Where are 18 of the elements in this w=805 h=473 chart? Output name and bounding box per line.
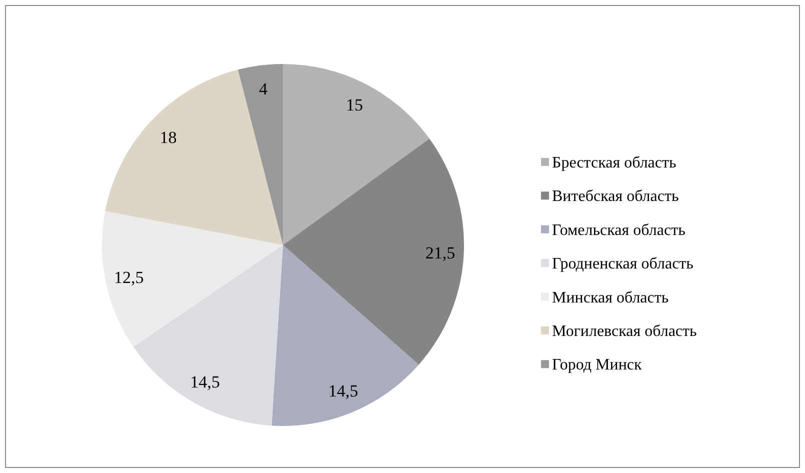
legend-label: Брестская область — [552, 154, 676, 172]
legend-label: Минская область — [552, 289, 669, 306]
data-label: 14,5 — [190, 372, 220, 392]
pie-slice — [283, 138, 464, 365]
legend-label: Гродненская область — [552, 256, 694, 273]
legend-label: Город Минск — [552, 356, 642, 374]
data-label: 12,5 — [114, 268, 144, 287]
data-label: 18 — [160, 128, 177, 148]
pie-slice — [105, 70, 283, 245]
data-label: 21,5 — [425, 243, 456, 262]
data-label: 4 — [259, 80, 268, 99]
data-label: 15 — [346, 96, 363, 115]
legend-label: Могилевская область — [552, 323, 697, 340]
data-label: 14,5 — [328, 381, 358, 400]
pie-slice — [238, 64, 283, 245]
legend-label: Гомельская область — [552, 222, 686, 239]
legend-label: Витебская область — [552, 188, 679, 206]
pie-slice — [102, 211, 283, 347]
